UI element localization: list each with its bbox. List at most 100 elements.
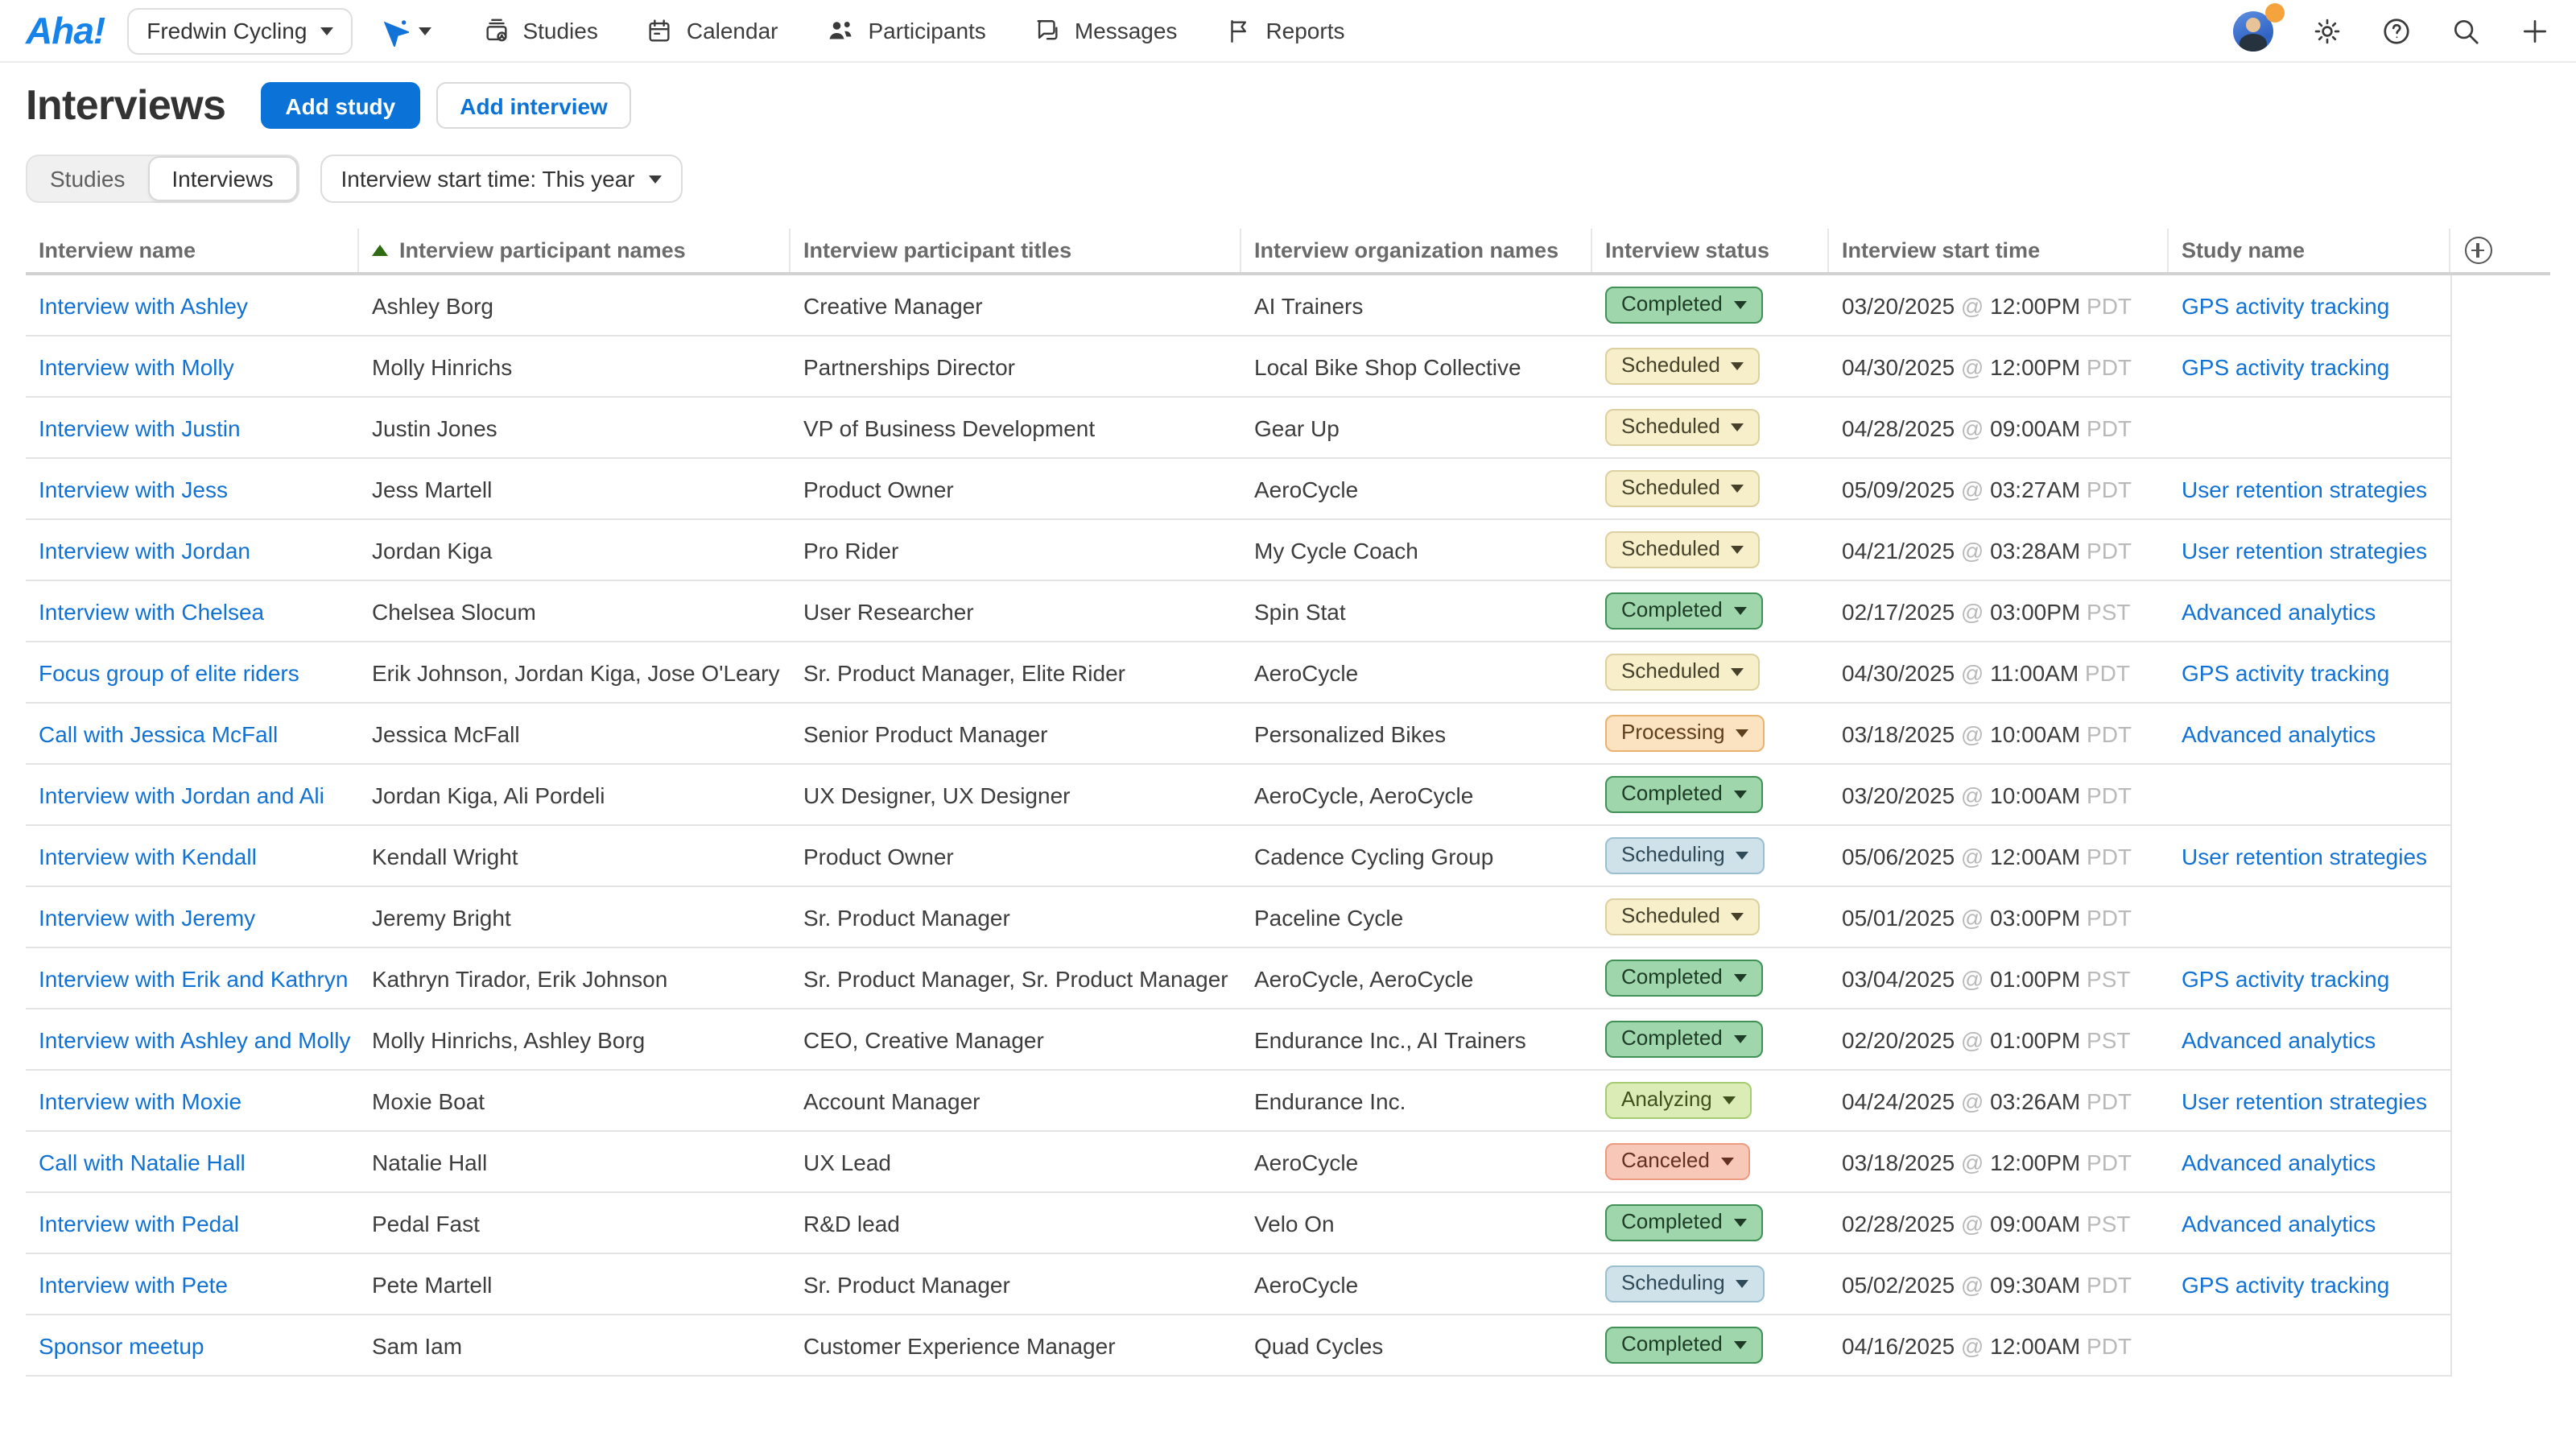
column-header-participant-titles[interactable]: Interview participant titles (791, 229, 1241, 272)
status-badge[interactable]: Scheduled (1605, 408, 1761, 447)
nav-item-studies[interactable]: Studies (482, 17, 598, 44)
nav-item-messages[interactable]: Messages (1034, 17, 1178, 44)
help-button[interactable] (2381, 15, 2412, 46)
gear-icon (2314, 18, 2340, 43)
settings-button[interactable] (2312, 15, 2343, 46)
status-cell: Scheduled (1592, 408, 1829, 447)
calendar-icon (650, 19, 671, 41)
chevron-down-icon (1733, 607, 1747, 615)
study-name-cell: User retention strategies (2169, 476, 2450, 502)
aha-logo[interactable]: Aha! (26, 9, 105, 51)
start-time-filter[interactable]: Interview start time: This year (320, 155, 683, 203)
study-name-link[interactable]: GPS activity tracking (2182, 659, 2390, 685)
status-badge[interactable]: Processing (1605, 714, 1765, 753)
search-button[interactable] (2450, 15, 2481, 46)
interview-name-link[interactable]: Interview with Jordan and Ali (39, 782, 324, 807)
interview-name-link[interactable]: Interview with Pedal (39, 1210, 240, 1236)
status-badge[interactable]: Scheduled (1605, 347, 1761, 386)
status-badge[interactable]: Canceled (1605, 1142, 1750, 1181)
start-date: 02/28/2025 (1842, 1210, 1955, 1236)
interview-name-link[interactable]: Sponsor meetup (39, 1332, 204, 1358)
status-cell: Scheduled (1592, 469, 1829, 508)
study-name-link[interactable]: User retention strategies (2182, 537, 2428, 563)
add-study-button[interactable]: Add study (261, 82, 420, 129)
status-badge[interactable]: Scheduled (1605, 530, 1761, 569)
add-column-button[interactable] (2450, 229, 2505, 272)
column-header-study-name[interactable]: Study name (2169, 229, 2450, 272)
status-badge[interactable]: Completed (1605, 959, 1763, 997)
interview-name-link[interactable]: Interview with Erik and Kathryn (39, 965, 349, 991)
nav-item-label: Messages (1074, 18, 1178, 43)
chevron-down-icon (1733, 791, 1747, 799)
add-interview-button[interactable]: Add interview (436, 82, 632, 129)
interview-name-link[interactable]: Interview with Jess (39, 476, 228, 502)
study-name-link[interactable]: GPS activity tracking (2182, 965, 2390, 991)
start-date: 03/20/2025 (1842, 782, 1955, 807)
study-name-cell: User retention strategies (2169, 537, 2450, 563)
interview-name-link[interactable]: Interview with Kendall (39, 843, 257, 869)
interview-name-link[interactable]: Interview with Ashley and Molly (39, 1026, 351, 1052)
interview-name-link[interactable]: Call with Jessica McFall (39, 720, 279, 746)
status-badge[interactable]: Completed (1605, 775, 1763, 814)
participant-names-cell: Molly Hinrichs, Ashley Borg (372, 1026, 646, 1052)
workspace-selector[interactable]: Fredwin Cycling (127, 7, 353, 54)
status-badge[interactable]: Analyzing (1605, 1081, 1752, 1120)
nav-item-reports[interactable]: Reports (1225, 17, 1345, 44)
participant-titles-cell: Partnerships Director (803, 353, 1015, 379)
interview-name-link[interactable]: Interview with Jeremy (39, 904, 256, 930)
column-header-status[interactable]: Interview status (1592, 229, 1829, 272)
tab-interviews[interactable]: Interviews (147, 156, 298, 201)
status-badge[interactable]: Scheduled (1605, 653, 1761, 691)
interview-name-link[interactable]: Interview with Molly (39, 353, 234, 379)
table-row: Sponsor meetup Sam Iam Customer Experience… (26, 1315, 2450, 1377)
start-time: 01:00PM (1990, 1026, 2081, 1052)
study-name-link[interactable]: Advanced analytics (2182, 1149, 2376, 1174)
study-name-link[interactable]: GPS activity tracking (2182, 1271, 2390, 1297)
interview-name-link[interactable]: Interview with Moxie (39, 1088, 242, 1113)
study-name-link[interactable]: Advanced analytics (2182, 1210, 2376, 1236)
status-badge[interactable]: Completed (1605, 1020, 1763, 1059)
user-avatar[interactable] (2233, 2, 2285, 51)
status-badge[interactable]: Completed (1605, 1326, 1763, 1364)
column-header-participant-names[interactable]: Interview participant names (359, 229, 791, 272)
start-time: 11:00AM (1990, 659, 2079, 685)
study-name-link[interactable]: Advanced analytics (2182, 720, 2376, 746)
create-button[interactable] (2520, 15, 2550, 46)
column-header-interview-name[interactable]: Interview name (26, 229, 359, 272)
interview-name-link[interactable]: Interview with Chelsea (39, 598, 265, 624)
nav-item-participants[interactable]: Participants (827, 16, 986, 45)
interviews-table: Interview name Interview participant nam… (26, 229, 2550, 1377)
app-switcher[interactable] (378, 15, 431, 46)
study-name-link[interactable]: User retention strategies (2182, 843, 2428, 869)
status-badge[interactable]: Scheduling (1605, 1265, 1765, 1303)
interview-name-link[interactable]: Interview with Ashley (39, 292, 248, 318)
status-badge[interactable]: Scheduled (1605, 898, 1761, 936)
search-icon (2454, 19, 2479, 43)
interview-name-link[interactable]: Interview with Pete (39, 1271, 228, 1297)
status-badge[interactable]: Completed (1605, 592, 1763, 630)
study-name-link[interactable]: Advanced analytics (2182, 598, 2376, 624)
interview-name-link[interactable]: Interview with Jordan (39, 537, 251, 563)
interview-name-link[interactable]: Focus group of elite riders (39, 659, 299, 685)
status-badge-label: Scheduled (1621, 658, 1720, 683)
start-time: 10:00AM (1990, 782, 2081, 807)
study-name-link[interactable]: GPS activity tracking (2182, 353, 2390, 379)
column-header-organization-names[interactable]: Interview organization names (1241, 229, 1592, 272)
start-time-cell: 02/20/2025 @ 01:00PM PST (1829, 1026, 2169, 1052)
study-name-link[interactable]: User retention strategies (2182, 1088, 2428, 1113)
status-badge[interactable]: Completed (1605, 286, 1763, 324)
interview-name-link[interactable]: Call with Natalie Hall (39, 1149, 246, 1174)
start-time: 10:00AM (1990, 720, 2081, 746)
column-header-start-time[interactable]: Interview start time (1829, 229, 2169, 272)
study-name-link[interactable]: GPS activity tracking (2182, 292, 2390, 318)
at-separator: @ (1955, 476, 1991, 502)
nav-item-calendar[interactable]: Calendar (646, 17, 778, 44)
interview-name-link[interactable]: Interview with Justin (39, 415, 241, 440)
study-name-link[interactable]: Advanced analytics (2182, 1026, 2376, 1052)
status-badge[interactable]: Scheduling (1605, 836, 1765, 875)
status-badge[interactable]: Completed (1605, 1203, 1763, 1242)
organization-names-cell: AeroCycle, AeroCycle (1254, 782, 1474, 807)
tab-studies[interactable]: Studies (50, 166, 126, 192)
status-badge[interactable]: Scheduled (1605, 469, 1761, 508)
study-name-link[interactable]: User retention strategies (2182, 476, 2428, 502)
